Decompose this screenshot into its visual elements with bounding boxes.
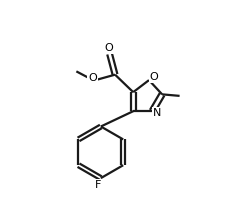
Text: O: O — [88, 73, 97, 83]
Text: N: N — [153, 108, 161, 118]
Text: O: O — [149, 72, 158, 82]
Text: F: F — [94, 180, 101, 190]
Text: O: O — [104, 43, 113, 53]
